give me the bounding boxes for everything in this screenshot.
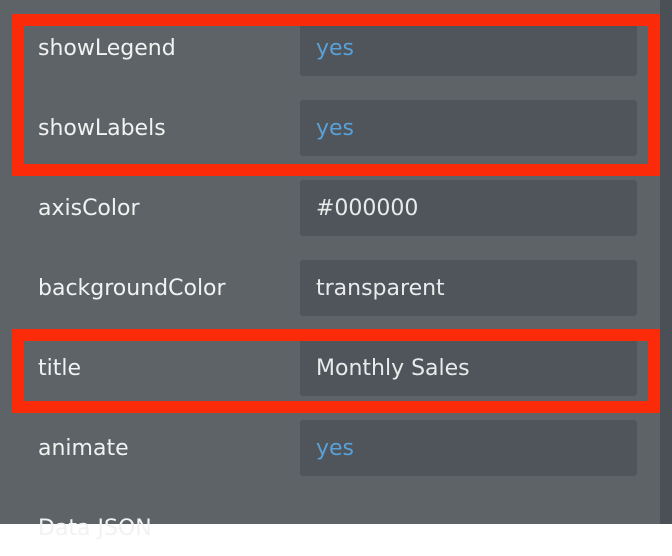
- properties-panel: showLegend yes showLabels yes axisColor …: [0, 0, 672, 541]
- animate-value: yes: [316, 435, 355, 461]
- field-row-title: title Monthly Sales: [0, 340, 660, 396]
- field-row-showlabels: showLabels yes: [0, 100, 660, 156]
- field-label-axiscolor: axisColor: [38, 195, 140, 221]
- field-row-animate: animate yes: [0, 420, 660, 476]
- axiscolor-input[interactable]: #000000: [300, 180, 637, 236]
- field-row-axiscolor: axisColor #000000: [0, 180, 660, 236]
- field-label-datajson: Data JSON: [38, 515, 152, 541]
- field-row-backgroundcolor: backgroundColor transparent: [0, 260, 660, 316]
- showlegend-value: yes: [316, 35, 355, 61]
- field-label-title: title: [38, 355, 82, 381]
- field-label-backgroundcolor: backgroundColor: [38, 275, 226, 301]
- showlegend-input[interactable]: yes: [300, 20, 637, 76]
- backgroundcolor-value: transparent: [316, 275, 445, 301]
- field-row-datajson: Data JSON: [0, 500, 660, 556]
- field-label-animate: animate: [38, 435, 129, 461]
- title-value: Monthly Sales: [316, 355, 470, 381]
- showlabels-input[interactable]: yes: [300, 100, 637, 156]
- panel-right-edge: [660, 0, 672, 524]
- field-label-showlegend: showLegend: [38, 35, 176, 61]
- axiscolor-value: #000000: [316, 195, 419, 221]
- title-input[interactable]: Monthly Sales: [300, 340, 637, 396]
- animate-input[interactable]: yes: [300, 420, 637, 476]
- field-row-showlegend: showLegend yes: [0, 20, 660, 76]
- showlabels-value: yes: [316, 115, 355, 141]
- backgroundcolor-input[interactable]: transparent: [300, 260, 637, 316]
- field-label-showlabels: showLabels: [38, 115, 166, 141]
